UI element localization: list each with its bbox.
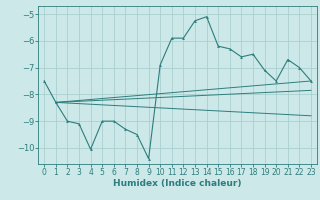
X-axis label: Humidex (Indice chaleur): Humidex (Indice chaleur) (113, 179, 242, 188)
